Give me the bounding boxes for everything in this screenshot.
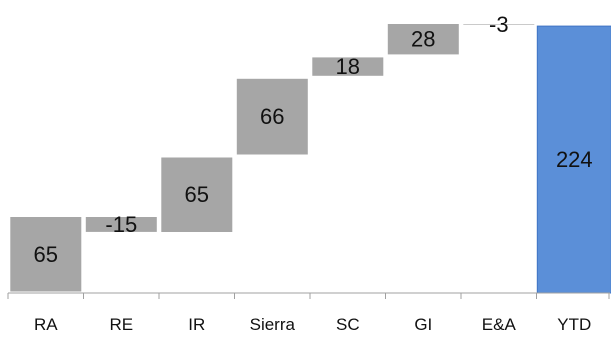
tick-label-re: RE	[109, 315, 133, 334]
tick-label-sc: SC	[336, 315, 360, 334]
bar-gi	[384, 21, 462, 58]
bar-sc	[309, 54, 387, 79]
data-label-ytd: 224	[556, 147, 593, 172]
tick-label-ra: RA	[34, 315, 58, 334]
bar-ir	[158, 154, 236, 235]
data-label-ir: 65	[185, 182, 209, 207]
data-label-e-a: -3	[489, 12, 509, 37]
x-axis: RA RE IR Sierra SC GI E&A YTD	[7, 292, 610, 334]
bars-group	[7, 21, 611, 295]
tick-label-sierra: Sierra	[250, 315, 296, 334]
data-label-re: -15	[105, 212, 137, 237]
tick-label-e-a: E&A	[482, 315, 517, 334]
data-label-gi: 28	[411, 27, 435, 52]
tick-label-ytd: YTD	[557, 315, 591, 334]
tick-label-ir: IR	[188, 315, 205, 334]
data-label-ra: 65	[34, 242, 58, 267]
labels-group: 65 -15 65 66 18 28 -3 224	[34, 12, 593, 267]
data-label-sc: 18	[336, 54, 360, 79]
tick-label-gi: GI	[414, 315, 432, 334]
bar-sierra	[233, 75, 311, 158]
data-label-sierra: 66	[260, 104, 284, 129]
bar-e-a	[460, 21, 538, 28]
